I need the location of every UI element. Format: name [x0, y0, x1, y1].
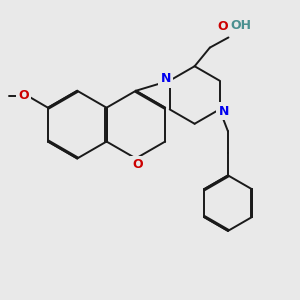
Text: N: N	[218, 105, 229, 118]
Text: O: O	[18, 89, 29, 102]
Text: O: O	[18, 89, 29, 102]
Text: O: O	[132, 157, 143, 170]
Text: H: H	[232, 20, 242, 33]
Text: N: N	[160, 72, 171, 86]
Text: N: N	[218, 105, 229, 118]
Text: N: N	[160, 72, 171, 86]
Text: OH: OH	[230, 20, 251, 32]
Text: O: O	[132, 158, 143, 171]
Text: O: O	[217, 20, 228, 33]
